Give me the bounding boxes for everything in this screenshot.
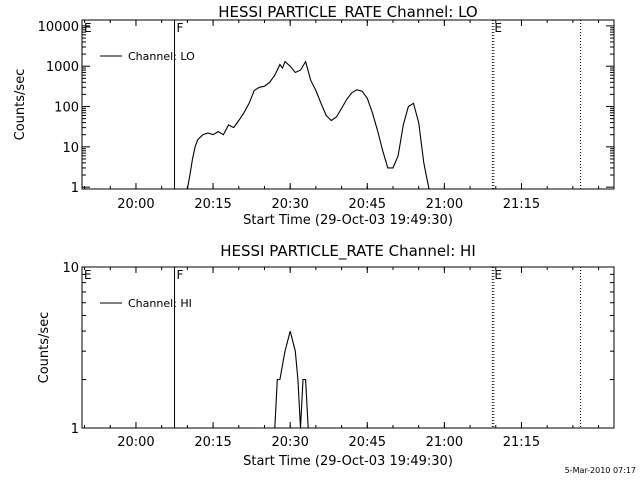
- y-tick-label: 10000: [38, 20, 79, 35]
- x-tick-label: 20:45: [349, 197, 386, 212]
- legend-entry-1-0: Channel: HI: [128, 297, 192, 310]
- x-tick-label: 21:15: [503, 197, 540, 212]
- y-axis-label-1: Counts/sec: [37, 312, 52, 384]
- marker-label-0-1: F: [177, 21, 184, 35]
- marker-label-0-2: E: [494, 21, 502, 35]
- x-tick-label: 20:45: [349, 435, 386, 450]
- x-tick-label: 21:00: [426, 197, 463, 212]
- y-tick-label: 100: [54, 101, 79, 116]
- y-tick-label: 10: [62, 141, 79, 156]
- x-tick-label: 20:15: [194, 197, 231, 212]
- marker-label-0-0: E: [84, 21, 92, 35]
- chart-title-0: HESSI PARTICLE_RATE Channel: LO: [218, 3, 477, 22]
- plot-frame-0: [81, 19, 615, 190]
- legend-entry-0-0: Channel: LO: [128, 50, 195, 63]
- y-tick-label: 1: [71, 422, 79, 437]
- x-tick-label: 21:15: [503, 435, 540, 450]
- x-tick-label: 20:00: [117, 197, 154, 212]
- chart-title-1: HESSI PARTICLE_RATE Channel: HI: [220, 242, 476, 261]
- y-tick-label: 10: [62, 261, 79, 276]
- x-tick-label: 20:15: [194, 435, 231, 450]
- series-line-1-0: [274, 330, 311, 429]
- x-tick-label: 21:00: [426, 435, 463, 450]
- x-axis-label-0: Start Time (29-Oct-03 19:49:30): [243, 213, 453, 228]
- x-tick-label: 20:30: [271, 197, 308, 212]
- x-tick-label: 20:30: [271, 435, 308, 450]
- series-line-0-0: [186, 60, 430, 190]
- y-tick-label: 1000: [46, 60, 79, 75]
- marker-label-1-1: F: [177, 268, 184, 282]
- x-axis-label-1: Start Time (29-Oct-03 19:49:30): [243, 454, 453, 469]
- marker-label-1-0: E: [84, 268, 92, 282]
- plot-frame-1: [81, 266, 615, 429]
- marker-label-1-2: E: [494, 268, 502, 282]
- x-tick-label: 20:00: [117, 435, 154, 450]
- timestamp-stamp: 5-Mar-2010 07:17: [565, 466, 636, 475]
- y-axis-label-0: Counts/sec: [13, 69, 28, 141]
- y-tick-label: 1: [71, 181, 79, 196]
